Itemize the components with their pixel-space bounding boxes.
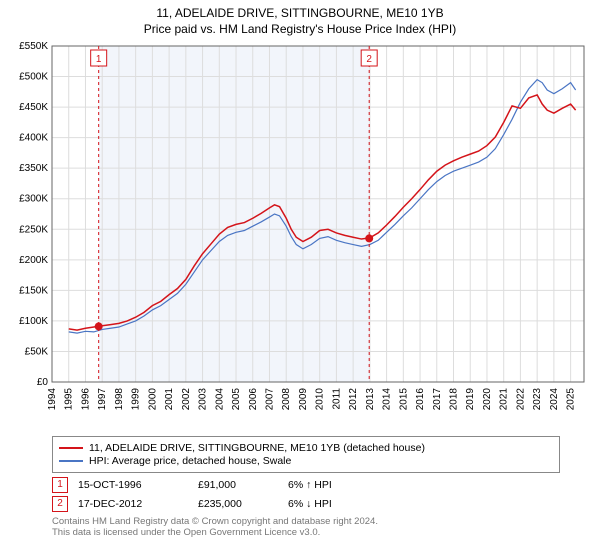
svg-text:1995: 1995 bbox=[64, 388, 75, 411]
svg-text:2002: 2002 bbox=[181, 388, 192, 411]
svg-text:2010: 2010 bbox=[315, 388, 326, 411]
svg-text:£100K: £100K bbox=[19, 316, 48, 327]
svg-text:£200K: £200K bbox=[19, 255, 48, 266]
svg-text:1998: 1998 bbox=[114, 388, 125, 411]
svg-text:£0: £0 bbox=[37, 377, 49, 388]
chart-title-sub: Price paid vs. HM Land Registry's House … bbox=[0, 22, 600, 36]
svg-text:2007: 2007 bbox=[264, 388, 275, 411]
svg-text:1996: 1996 bbox=[80, 388, 91, 411]
legend-row: HPI: Average price, detached house, Swal… bbox=[59, 455, 553, 467]
svg-text:1: 1 bbox=[96, 54, 102, 65]
svg-text:£150K: £150K bbox=[19, 285, 48, 296]
svg-text:1994: 1994 bbox=[47, 388, 58, 411]
svg-text:2015: 2015 bbox=[398, 388, 409, 411]
svg-text:2011: 2011 bbox=[331, 388, 342, 410]
sale-pct: 6% ↑ HPI bbox=[288, 479, 388, 491]
svg-text:£250K: £250K bbox=[19, 224, 48, 235]
sale-marker: 1 bbox=[52, 477, 68, 493]
svg-text:£400K: £400K bbox=[19, 133, 48, 144]
chart-title-address: 11, ADELAIDE DRIVE, SITTINGBOURNE, ME10 … bbox=[0, 6, 600, 20]
svg-text:2019: 2019 bbox=[465, 388, 476, 411]
svg-text:2006: 2006 bbox=[248, 388, 259, 411]
sale-price: £235,000 bbox=[198, 498, 288, 510]
footer: Contains HM Land Registry data © Crown c… bbox=[52, 516, 560, 538]
sale-pct: 6% ↓ HPI bbox=[288, 498, 388, 510]
svg-text:2018: 2018 bbox=[449, 388, 460, 411]
svg-text:2004: 2004 bbox=[214, 388, 225, 411]
svg-text:£500K: £500K bbox=[19, 72, 48, 83]
sale-details: 1 15-OCT-1996£91,0006% ↑ HPI 2 17-DEC-2012£… bbox=[52, 477, 560, 512]
sale-marker: 2 bbox=[52, 496, 68, 512]
svg-text:£550K: £550K bbox=[19, 41, 48, 52]
svg-text:2005: 2005 bbox=[231, 388, 242, 411]
svg-text:2000: 2000 bbox=[147, 388, 158, 411]
legend: 11, ADELAIDE DRIVE, SITTINGBOURNE, ME10 … bbox=[52, 436, 560, 473]
svg-text:1999: 1999 bbox=[131, 388, 142, 411]
svg-text:1997: 1997 bbox=[97, 388, 108, 411]
svg-text:£450K: £450K bbox=[19, 102, 48, 113]
svg-text:2003: 2003 bbox=[198, 388, 209, 411]
svg-text:2012: 2012 bbox=[348, 388, 359, 411]
sale-row: 1 15-OCT-1996£91,0006% ↑ HPI bbox=[52, 477, 560, 493]
legend-swatch bbox=[59, 460, 83, 462]
sale-price: £91,000 bbox=[198, 479, 288, 491]
svg-text:2009: 2009 bbox=[298, 388, 309, 411]
svg-text:2021: 2021 bbox=[499, 388, 510, 411]
svg-text:2024: 2024 bbox=[549, 388, 560, 411]
svg-text:2016: 2016 bbox=[415, 388, 426, 411]
svg-text:£300K: £300K bbox=[19, 194, 48, 205]
svg-text:2025: 2025 bbox=[566, 388, 577, 411]
footer-line: Contains HM Land Registry data © Crown c… bbox=[52, 516, 560, 527]
svg-text:2023: 2023 bbox=[532, 388, 543, 411]
svg-text:2017: 2017 bbox=[432, 388, 443, 411]
svg-text:2013: 2013 bbox=[365, 388, 376, 411]
svg-text:2001: 2001 bbox=[164, 388, 175, 411]
svg-text:2020: 2020 bbox=[482, 388, 493, 411]
sale-date: 17-DEC-2012 bbox=[78, 498, 198, 510]
svg-text:£50K: £50K bbox=[25, 346, 49, 357]
legend-label: HPI: Average price, detached house, Swal… bbox=[89, 455, 291, 467]
footer-line: This data is licensed under the Open Gov… bbox=[52, 527, 560, 538]
legend-label: 11, ADELAIDE DRIVE, SITTINGBOURNE, ME10 … bbox=[89, 442, 425, 454]
svg-text:2022: 2022 bbox=[515, 388, 526, 411]
price-chart: £0 £50K £100K £150K £200K £250K £300K £350K £400… bbox=[0, 40, 600, 430]
svg-text:2014: 2014 bbox=[382, 388, 393, 411]
sale-date: 15-OCT-1996 bbox=[78, 479, 198, 491]
legend-swatch bbox=[59, 447, 83, 449]
svg-text:2008: 2008 bbox=[281, 388, 292, 411]
svg-text:2: 2 bbox=[366, 54, 372, 65]
sale-row: 2 17-DEC-2012£235,0006% ↓ HPI bbox=[52, 496, 560, 512]
svg-text:£350K: £350K bbox=[19, 163, 48, 174]
legend-row: 11, ADELAIDE DRIVE, SITTINGBOURNE, ME10 … bbox=[59, 442, 553, 454]
